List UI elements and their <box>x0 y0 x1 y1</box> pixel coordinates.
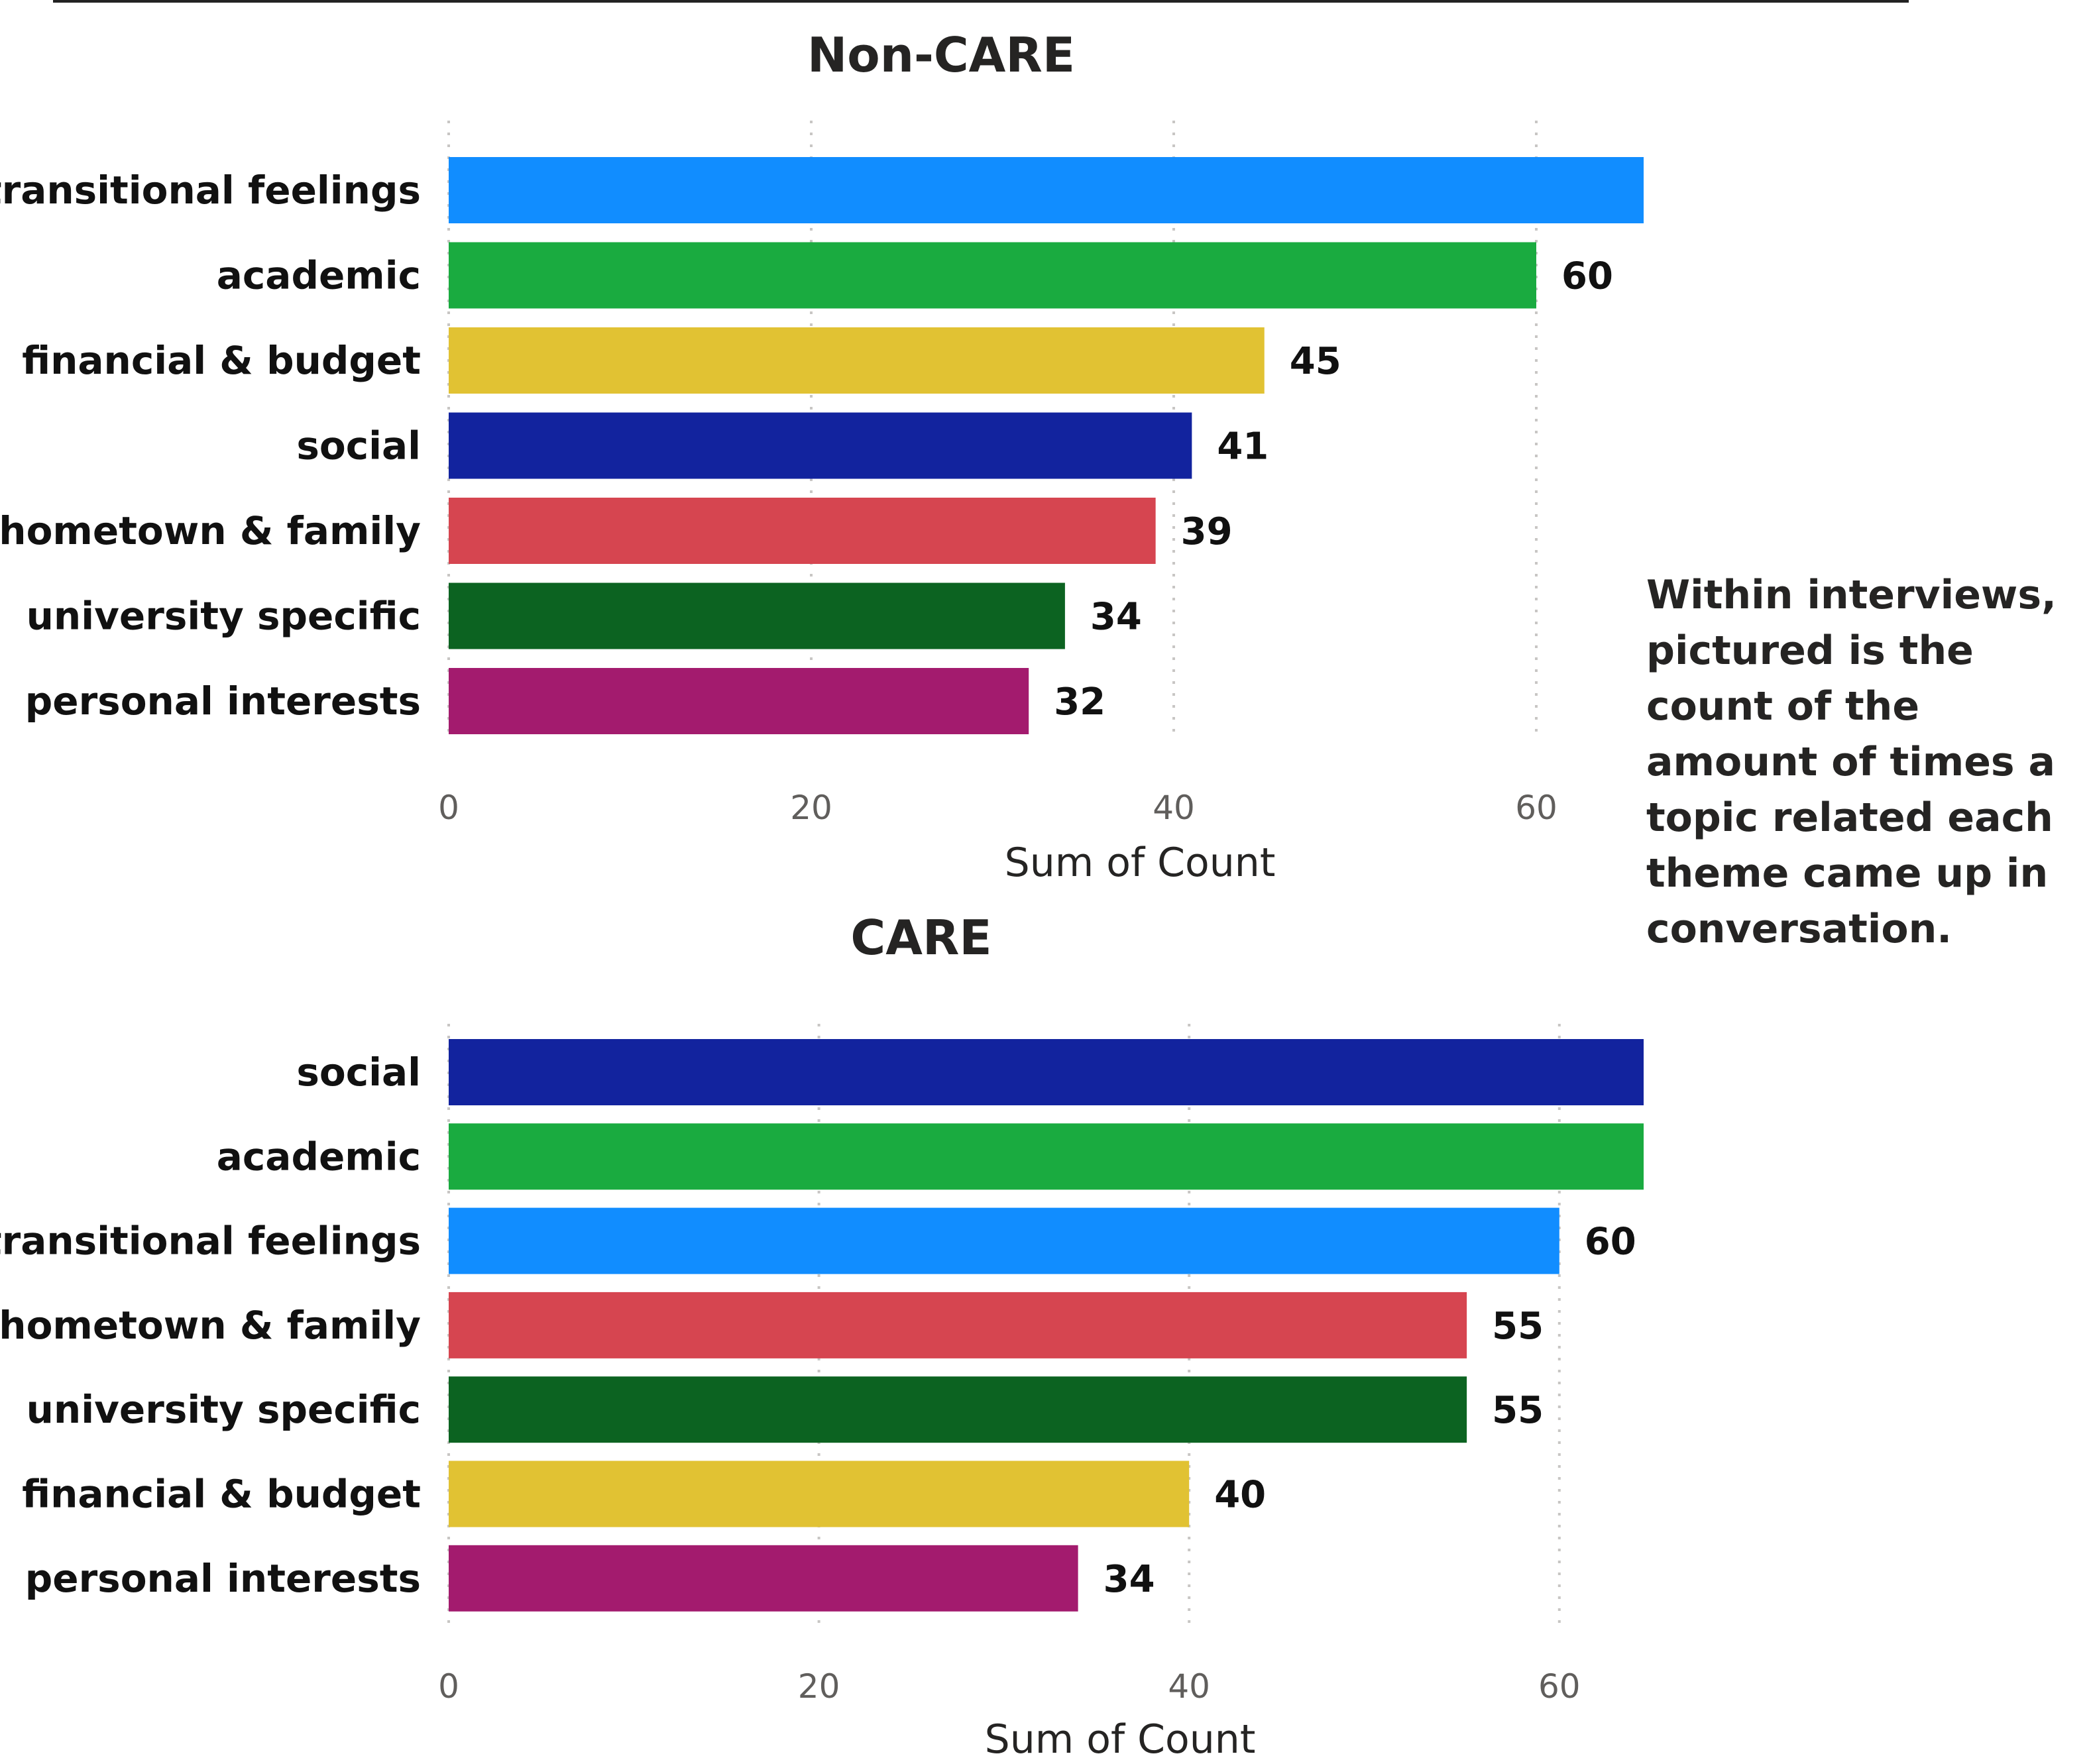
category-label: social <box>296 423 421 469</box>
bar[interactable] <box>449 668 1029 734</box>
x-axis-title: Sum of Count <box>1005 840 1276 886</box>
category-label: hometown & family <box>0 508 421 553</box>
x-tick-label: 60 <box>1538 1667 1581 1706</box>
data-label: 60 <box>1585 1221 1636 1264</box>
category-label: university specific <box>27 1387 421 1432</box>
x-axis-title: Sum of Count <box>985 1716 1256 1763</box>
category-label: hometown & family <box>0 1303 421 1348</box>
bar[interactable] <box>449 412 1192 479</box>
x-tick-label: 20 <box>790 789 832 827</box>
chart-title: Non-CARE <box>807 27 1075 83</box>
bar[interactable] <box>449 1292 1467 1358</box>
bar[interactable] <box>449 1123 1644 1190</box>
chart-title: CARE <box>850 910 991 965</box>
data-label: 34 <box>1090 596 1142 639</box>
bar[interactable] <box>449 1545 1078 1612</box>
x-tick-label: 40 <box>1168 1667 1210 1706</box>
x-tick-label: 0 <box>438 1667 459 1706</box>
data-label: 55 <box>1492 1389 1544 1432</box>
category-label: academic <box>217 253 421 298</box>
category-label: personal interests <box>25 1556 421 1601</box>
x-tick-label: 60 <box>1515 789 1557 827</box>
bar[interactable] <box>449 1207 1559 1274</box>
bar[interactable] <box>449 1461 1190 1527</box>
bar[interactable] <box>449 1039 1644 1105</box>
category-label: personal interests <box>25 679 421 724</box>
category-label: social <box>296 1050 421 1095</box>
category-label: university specific <box>27 594 421 639</box>
category-label: financial & budget <box>22 1472 421 1517</box>
data-label: 55 <box>1492 1305 1544 1348</box>
x-tick-label: 0 <box>438 789 459 827</box>
category-label: academic <box>217 1134 421 1179</box>
data-label: 39 <box>1181 510 1233 553</box>
data-label: 60 <box>1561 255 1613 298</box>
x-tick-label: 20 <box>798 1667 840 1706</box>
data-label: 41 <box>1217 425 1269 469</box>
category-label: transitional feelings <box>0 168 421 213</box>
annotation-text: Within interviews, pictured is the count… <box>1646 572 2057 952</box>
bar[interactable] <box>449 242 1536 309</box>
data-label: 40 <box>1214 1474 1266 1517</box>
bar[interactable] <box>449 498 1156 564</box>
data-label: 34 <box>1103 1558 1155 1601</box>
bar[interactable] <box>449 157 1644 223</box>
bar[interactable] <box>449 327 1265 394</box>
data-label: 32 <box>1054 681 1105 724</box>
category-label: transitional feelings <box>0 1219 421 1264</box>
top-frame-border <box>53 0 1909 3</box>
x-tick-label: 40 <box>1153 789 1195 827</box>
bar[interactable] <box>449 582 1065 649</box>
care-bar-chart: 0204060CAREsocial69academic66transitiona… <box>0 910 1644 1763</box>
data-label: 45 <box>1290 340 1341 383</box>
category-label: financial & budget <box>22 338 421 383</box>
bar[interactable] <box>449 1376 1467 1443</box>
